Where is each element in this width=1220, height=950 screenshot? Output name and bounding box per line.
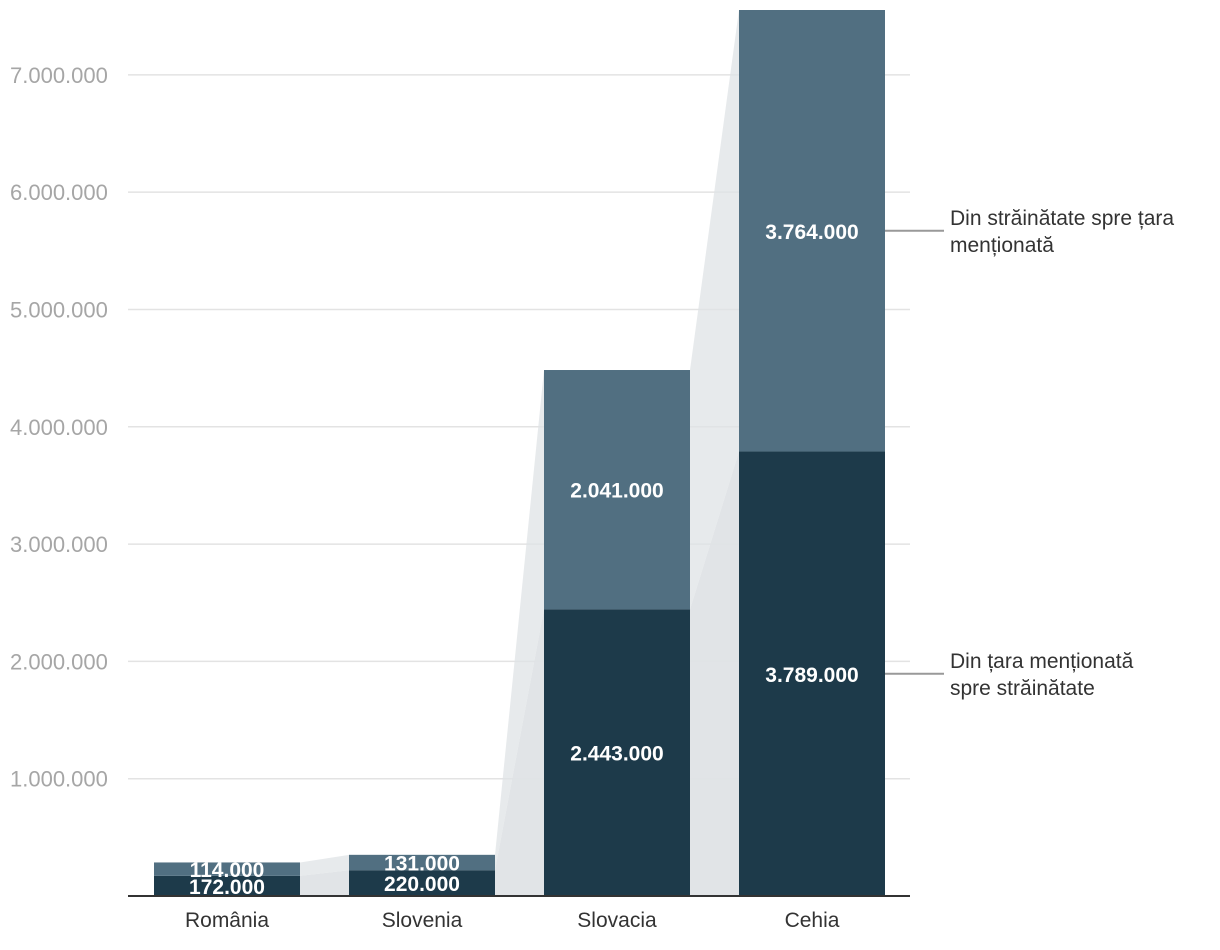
bar-segment bbox=[544, 370, 690, 610]
bar-segment bbox=[739, 10, 885, 452]
data-label: 172.000 bbox=[189, 876, 265, 899]
data-label: 220.000 bbox=[384, 873, 460, 896]
y-tick-label: 1.000.000 bbox=[10, 767, 108, 792]
x-category-label: România bbox=[185, 909, 269, 932]
gridlines bbox=[128, 74, 910, 780]
bar-segment bbox=[739, 451, 885, 896]
data-label: 2.041.000 bbox=[570, 480, 663, 503]
axes: 1.000.000 2.000.000 3.000.000 4.000.000 5.00… bbox=[10, 63, 910, 932]
bar-connector bbox=[495, 370, 544, 871]
bar-segment bbox=[349, 870, 495, 896]
data-label: 114.000 bbox=[190, 859, 265, 882]
y-tick-label: 4.000.000 bbox=[10, 415, 108, 440]
bar-segment bbox=[154, 875, 300, 896]
bars bbox=[154, 10, 885, 896]
legend-label: Din țara menționată spre străinătate bbox=[950, 650, 1134, 700]
x-category-label: Slovacia bbox=[577, 909, 657, 932]
bar-segment bbox=[349, 854, 495, 871]
bar-connector bbox=[690, 10, 739, 610]
bar-segment bbox=[544, 609, 690, 896]
bar-connectors bbox=[300, 10, 739, 896]
y-tick-label: 3.000.000 bbox=[10, 532, 108, 557]
bar-connector bbox=[495, 609, 544, 896]
legend: Din țara menționată spre străinătate Din s… bbox=[885, 207, 1174, 700]
data-label: 131.000 bbox=[384, 853, 460, 876]
y-tick-label: 7.000.000 bbox=[10, 63, 108, 88]
bar-connector bbox=[300, 870, 349, 896]
data-label: 2.443.000 bbox=[570, 743, 663, 766]
y-tick-label: 5.000.000 bbox=[10, 297, 108, 322]
y-tick-label: 6.000.000 bbox=[10, 180, 108, 205]
y-tick-label: 2.000.000 bbox=[10, 649, 108, 674]
bar-connector bbox=[300, 854, 349, 876]
data-label: 3.789.000 bbox=[765, 664, 858, 687]
data-label: 3.764.000 bbox=[765, 221, 858, 244]
bar-connector bbox=[690, 451, 739, 896]
x-category-label: Slovenia bbox=[382, 909, 463, 932]
legend-label: Din străinătate spre țara menționată bbox=[950, 207, 1174, 257]
x-category-label: Cehia bbox=[785, 909, 840, 932]
bar-segment bbox=[154, 862, 300, 876]
